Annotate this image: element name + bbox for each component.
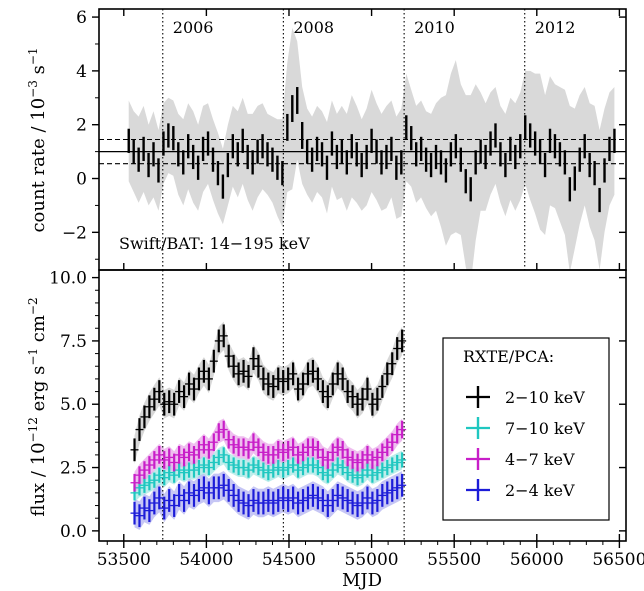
bottom-y-ticks: 0.0 2.5 5.0 7.5 10.0 [49, 269, 626, 542]
top-data-points [127, 87, 616, 213]
xtick-label: 55500 [427, 550, 481, 570]
x-axis-label: MJD [342, 570, 382, 591]
year-label-2010: 2010 [414, 18, 455, 37]
legend: RXTE/PCA: 2−10 keV 7−10 keV 4−7 keV 2−4 keV [442, 337, 610, 521]
bot-ylabel-mid1: erg s [28, 366, 49, 417]
bottom-ytick-label: 7.5 [60, 332, 87, 352]
top-ytick-label: 0 [76, 170, 87, 190]
top-ytick-label: 2 [76, 116, 87, 136]
top-ytick-label: −2 [62, 223, 87, 243]
bottom-axes-frame [98, 269, 627, 542]
bot-ylabel-main: flux / 10 [28, 442, 49, 516]
x-ticks: 53500 54000 54500 55000 55500 56000 56500 [97, 534, 644, 570]
top-ylabel-mid: s [28, 65, 49, 80]
legend-label-3: 2−4 keV [505, 481, 575, 500]
year-label-2012: 2012 [535, 18, 576, 37]
bottom-ytick-label: 5.0 [60, 395, 87, 415]
legend-label-0: 2−10 keV [505, 388, 585, 407]
top-ytick-label: 6 [76, 8, 87, 28]
bottom-ytick-label: 0.0 [60, 522, 87, 542]
xtick-label: 56000 [510, 550, 564, 570]
xtick-label: 55000 [345, 550, 399, 570]
bot-ylabel-exp1: −12 [26, 417, 40, 442]
bot-ylabel-exp2: −1 [26, 348, 40, 366]
top-y-ticks: −2 0 2 4 6 [62, 8, 626, 270]
year-label-2008: 2008 [293, 18, 334, 37]
xtick-label: 56500 [592, 550, 644, 570]
top-y-axis-label: count rate / 10−3 s−1 [26, 47, 49, 232]
legend-entries: 2−10 keV 7−10 keV 4−7 keV 2−4 keV [466, 386, 585, 501]
swift-bat-annotation: Swift/BAT: 14−195 keV [119, 234, 310, 253]
legend-label-1: 7−10 keV [505, 419, 585, 438]
legend-label-2: 4−7 keV [505, 450, 575, 469]
year-markers: 2006 2008 2010 2012 [162, 9, 576, 270]
bottom-year-lines [162, 270, 405, 541]
bot-ylabel-exp3: −2 [26, 297, 40, 315]
top-reference-lines [99, 138, 626, 165]
xtick-label: 54000 [179, 550, 233, 570]
bottom-data-points [130, 324, 407, 528]
legend-title: RXTE/PCA: [463, 347, 554, 366]
top-ylabel-exp2: −1 [26, 47, 40, 65]
top-ytick-label: 4 [76, 62, 87, 82]
xtick-label: 54500 [262, 550, 316, 570]
bottom-y-axis-label: flux / 10−12 erg s−1 cm−2 [26, 297, 49, 516]
bottom-panel: 0.0 2.5 5.0 7.5 10.0 53500 54000 54500 55000 555… [26, 269, 644, 591]
bottom-ytick-label: 10.0 [49, 269, 87, 289]
top-ylabel-exp1: −3 [26, 80, 40, 98]
top-ylabel-main: count rate / 10 [28, 98, 49, 233]
xtick-label: 53500 [97, 550, 151, 570]
year-label-2006: 2006 [173, 18, 214, 37]
bottom-ytick-label: 2.5 [60, 459, 87, 479]
top-panel: 2006 2008 2010 2012 −2 0 2 4 6 Swift/BAT: 14−19… [26, 8, 626, 270]
bot-ylabel-mid2: cm [28, 315, 49, 348]
